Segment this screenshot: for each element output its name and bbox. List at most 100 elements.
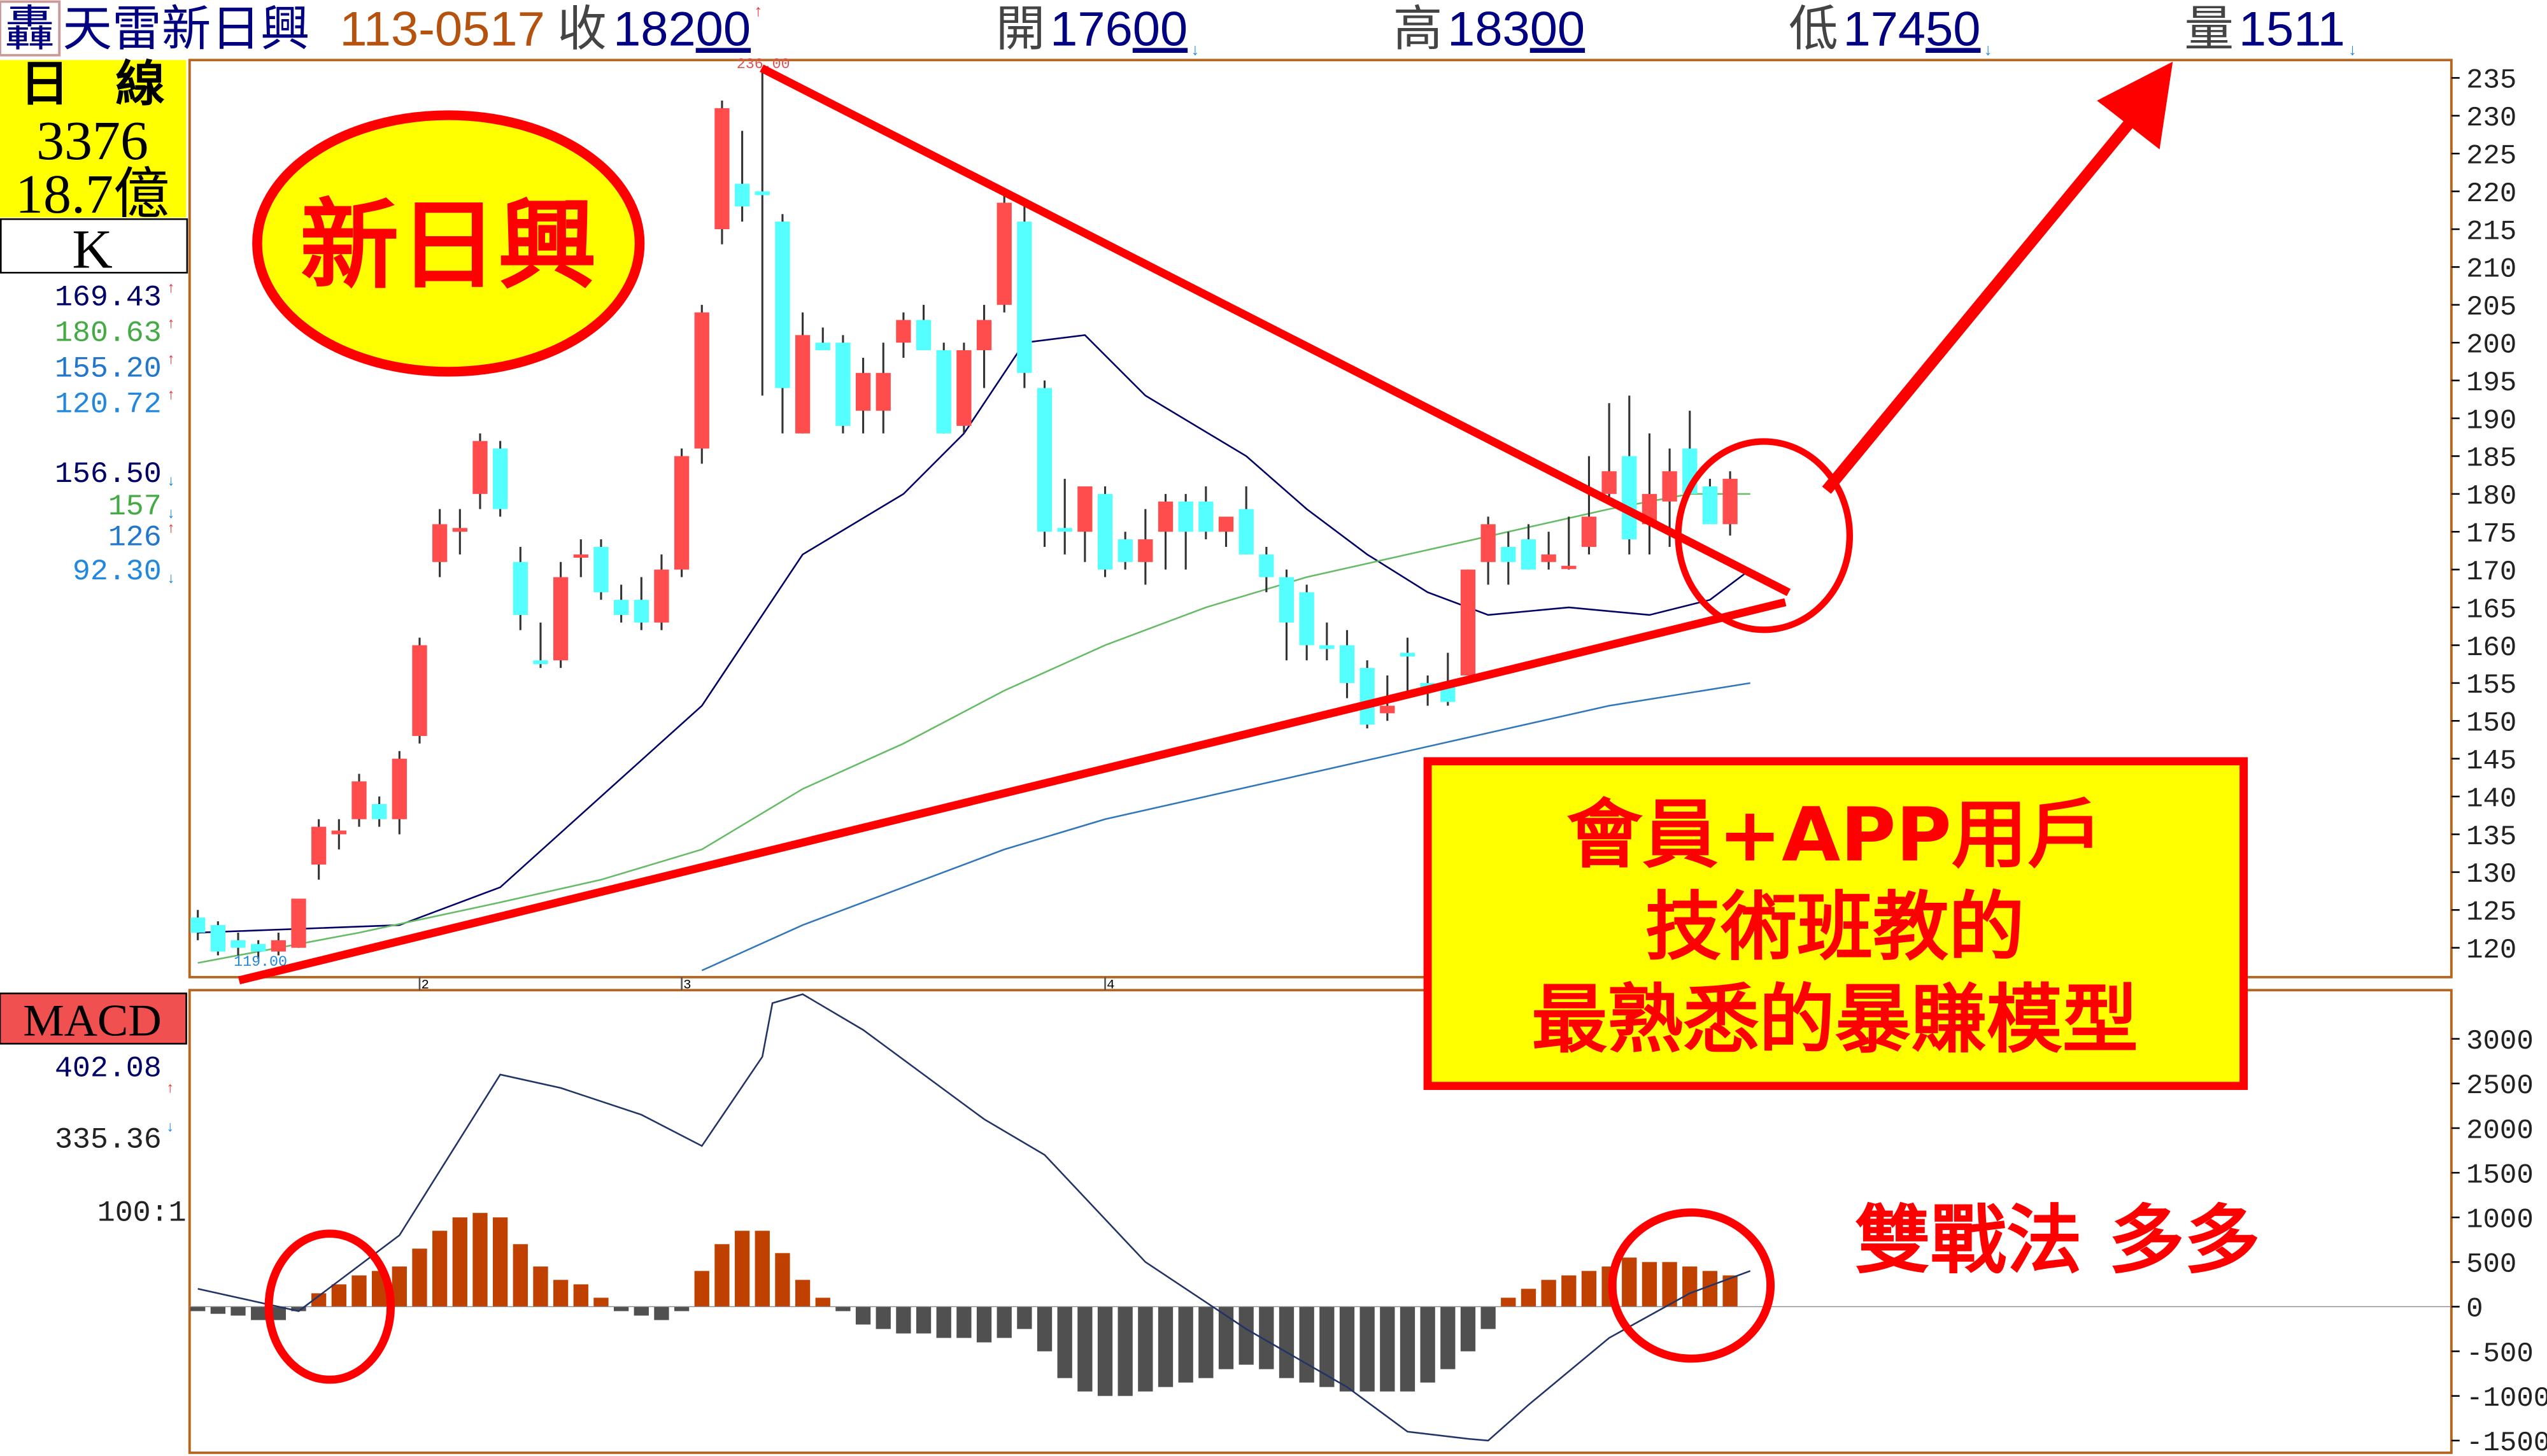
moving-average-line (701, 682, 1750, 972)
macd-label: MACD (23, 995, 162, 1045)
candle (654, 554, 669, 630)
macd-bar (1158, 1306, 1174, 1387)
ma-value: 155.20 (55, 353, 162, 386)
macd-tick-label: 3000 (2466, 1026, 2534, 1057)
macd-value-1: 402.08 (55, 1052, 162, 1085)
ma-value: 126 (108, 521, 162, 555)
candle-body (916, 320, 932, 351)
up-arrow-icon: ↑ (166, 1080, 174, 1096)
period-label: 日 (20, 57, 69, 111)
moving-average-line (197, 493, 1750, 964)
macd-scale: 100:1 (97, 1197, 187, 1230)
candle-body (1662, 471, 1677, 502)
candle (1702, 479, 1718, 525)
candle-body (1218, 516, 1234, 532)
macd-bar (513, 1244, 528, 1307)
macd-bar (291, 1306, 306, 1311)
candle (755, 70, 770, 396)
candle-body (1178, 501, 1193, 532)
candle-body (1238, 509, 1254, 555)
macd-bar (231, 1306, 246, 1316)
candle-body (896, 320, 911, 343)
breakout-circle (1675, 438, 1854, 633)
down-arrow-icon: ↓ (2348, 41, 2357, 59)
macd-dif-line (197, 993, 1751, 1442)
candle-body (231, 940, 246, 948)
candle-body (1319, 645, 1335, 649)
macd-indicator-button[interactable] (0, 993, 187, 1045)
macd-bar (755, 1231, 770, 1307)
low-label: 低 (1789, 2, 1838, 56)
stock-code: 3376 (36, 110, 148, 171)
period-box (0, 60, 187, 218)
candle (231, 932, 246, 956)
macd-bar (956, 1306, 972, 1338)
macd-bar (1501, 1297, 1516, 1307)
macd-bar (331, 1284, 346, 1307)
candle-body (513, 562, 528, 615)
candle (855, 357, 871, 434)
candle-body (1077, 486, 1093, 532)
candle (513, 547, 528, 630)
close-value: 18200 ↑ (613, 2, 762, 56)
candle (311, 819, 327, 880)
macd-bar (775, 1253, 790, 1307)
macd-tick-label: 2000 (2466, 1116, 2534, 1147)
down-arrow-icon: ↓ (1984, 41, 1992, 59)
price-tick-label: 170 (2466, 557, 2516, 588)
price-tick-label: 125 (2466, 898, 2516, 929)
candle-body (734, 183, 750, 207)
macd-bar (1259, 1306, 1274, 1369)
macd-bar (997, 1306, 1012, 1338)
macd-bar (1581, 1271, 1597, 1307)
candle (1097, 486, 1113, 577)
macd-bar (815, 1297, 830, 1307)
candle-body (1259, 554, 1274, 577)
candle (896, 312, 911, 358)
macd-bar (654, 1306, 669, 1320)
up-arrow-shaft (1822, 106, 2145, 494)
chart-type-label: K (72, 218, 113, 279)
candle-body (835, 343, 851, 426)
ma-value: 180.63 (55, 317, 162, 350)
candle-body (1380, 705, 1395, 714)
candle-body (936, 350, 951, 434)
macd-bar (1521, 1289, 1536, 1307)
candle (553, 562, 569, 668)
candle (1722, 471, 1738, 536)
price-tick-label: 210 (2466, 255, 2516, 286)
month-tick-label: 2 (422, 979, 429, 993)
candle (412, 637, 427, 744)
price-tick-label: 190 (2466, 406, 2516, 437)
macd-bar (1420, 1306, 1435, 1383)
candle (1238, 486, 1254, 555)
macd-bar (714, 1244, 730, 1307)
candle-body (1138, 539, 1153, 562)
candle-body (1359, 668, 1375, 725)
candle-body (472, 441, 488, 494)
macd-bar (976, 1306, 992, 1343)
price-tick-label: 130 (2466, 859, 2516, 891)
ma-value: 169.43 (55, 281, 162, 315)
price-tick-label: 165 (2466, 595, 2516, 626)
high-label: 高 (1393, 2, 1443, 56)
candle-body (1117, 539, 1133, 562)
candle-body (714, 108, 730, 230)
up-arrow-icon: ↑ (166, 280, 175, 297)
up-arrow-icon: ↑ (166, 351, 175, 368)
candle-body (351, 781, 367, 819)
ma-value: 92.30 (73, 556, 162, 589)
candle-body (573, 554, 588, 558)
candle (775, 214, 790, 434)
down-arrow-icon: ↓ (166, 570, 175, 587)
candle-body (755, 191, 770, 195)
macd-tick-label: 0 (2466, 1294, 2483, 1325)
candle-body (291, 898, 306, 948)
macd-bar (855, 1306, 871, 1325)
candle-body (775, 222, 790, 388)
macd-bar (694, 1271, 709, 1307)
price-tick-label: 225 (2466, 141, 2516, 173)
chart-type-button[interactable] (0, 218, 188, 274)
candle (271, 932, 286, 956)
